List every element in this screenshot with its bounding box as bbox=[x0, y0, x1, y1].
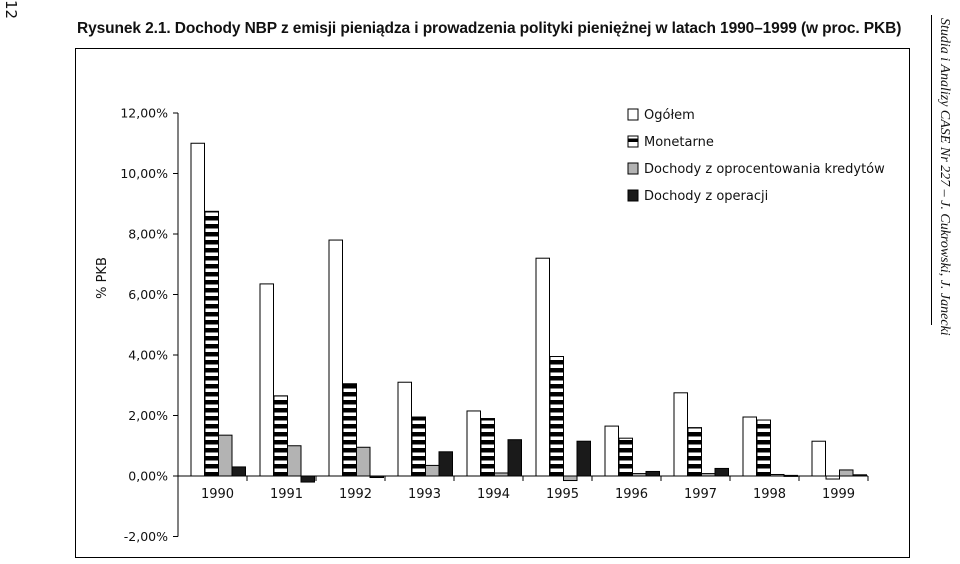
chart-frame bbox=[75, 48, 910, 558]
bar-3 bbox=[839, 469, 854, 477]
bar-2 bbox=[411, 416, 426, 477]
legend-swatch-4 bbox=[627, 189, 639, 202]
x-category-label: 1992 bbox=[339, 487, 372, 502]
bar-4 bbox=[300, 475, 315, 483]
bar-4 bbox=[438, 451, 453, 477]
bar-4 bbox=[576, 440, 591, 477]
bar-4 bbox=[507, 439, 522, 477]
bar-3 bbox=[770, 473, 785, 477]
bar-4 bbox=[852, 474, 867, 477]
y-tick-label: 4,00% bbox=[128, 348, 168, 363]
bar-4 bbox=[783, 474, 798, 477]
bar-2 bbox=[618, 437, 633, 477]
y-tick-label: 8,00% bbox=[128, 227, 168, 242]
bar-1 bbox=[397, 381, 412, 477]
bar-4 bbox=[714, 467, 729, 477]
bar-4 bbox=[369, 475, 384, 479]
labels-layer: -2,00% 0,00% 2,00% 4,00% 6,00% 8,00% 10,00% 12,… bbox=[95, 106, 855, 545]
bar-1 bbox=[811, 440, 826, 477]
bar-1 bbox=[328, 239, 343, 477]
bar-2 bbox=[549, 356, 564, 477]
bar-3 bbox=[632, 473, 647, 477]
bar-3 bbox=[494, 472, 509, 477]
bar-4 bbox=[645, 470, 660, 477]
bar-2 bbox=[825, 475, 840, 480]
legend-label-1: Ogółem bbox=[644, 108, 695, 123]
bar-1 bbox=[604, 425, 619, 477]
legend-label-3: Dochody z oprocentowania kredytów bbox=[644, 162, 885, 177]
x-category-label: 1990 bbox=[201, 487, 234, 502]
bar-1 bbox=[466, 410, 481, 477]
bar-1 bbox=[259, 283, 274, 477]
x-category-label: 1995 bbox=[546, 487, 579, 502]
bar-3 bbox=[218, 434, 233, 477]
bar-1 bbox=[190, 142, 205, 477]
legend-label-2: Monetarne bbox=[644, 135, 714, 150]
legend: Ogółem Monetarne Dochody z oprocentowania … bbox=[627, 108, 885, 204]
bar-3 bbox=[287, 445, 302, 477]
bar-3 bbox=[563, 475, 578, 482]
x-category-label: 1993 bbox=[408, 487, 441, 502]
bar-3 bbox=[701, 473, 716, 477]
x-category-label: 1996 bbox=[615, 487, 648, 502]
bar-2 bbox=[756, 419, 771, 477]
bar-1 bbox=[535, 257, 550, 477]
y-tick-label: 10,00% bbox=[120, 166, 168, 181]
y-tick-label: 2,00% bbox=[128, 408, 168, 423]
y-axis-title: % PKB bbox=[95, 257, 110, 299]
x-category-label: 1999 bbox=[822, 487, 855, 502]
bar-4 bbox=[231, 466, 246, 477]
legend-swatch-stripe bbox=[628, 138, 638, 142]
bar-1 bbox=[673, 392, 688, 477]
y-tick-label: 0,00% bbox=[128, 469, 168, 484]
bar-1 bbox=[742, 416, 757, 477]
x-category-label: 1998 bbox=[753, 487, 786, 502]
legend-label-4: Dochody z operacji bbox=[644, 189, 768, 204]
bar-2 bbox=[480, 418, 495, 477]
bar-2 bbox=[687, 427, 702, 477]
y-tick-label: -2,00% bbox=[124, 529, 168, 544]
y-tick-label: 6,00% bbox=[128, 287, 168, 302]
x-category-label: 1991 bbox=[270, 487, 303, 502]
y-tick-label: 12,00% bbox=[120, 106, 168, 121]
x-category-label: 1997 bbox=[684, 487, 717, 502]
x-category-label: 1994 bbox=[477, 487, 510, 502]
page-title: Rysunek 2.1. Dochody NBP z emisji pienią… bbox=[77, 20, 902, 37]
bar-3 bbox=[356, 446, 371, 477]
side-label: Studia i Analizy CASE Nr 227 – J. Cukrow… bbox=[937, 18, 952, 336]
bar-3 bbox=[425, 464, 440, 477]
bars-layer bbox=[190, 142, 867, 483]
side-rule bbox=[931, 15, 932, 325]
bar-2 bbox=[273, 395, 288, 477]
legend-swatch-1 bbox=[627, 108, 639, 121]
bar-2 bbox=[204, 210, 219, 477]
legend-swatch-3 bbox=[627, 162, 639, 175]
bar-2 bbox=[342, 383, 357, 477]
